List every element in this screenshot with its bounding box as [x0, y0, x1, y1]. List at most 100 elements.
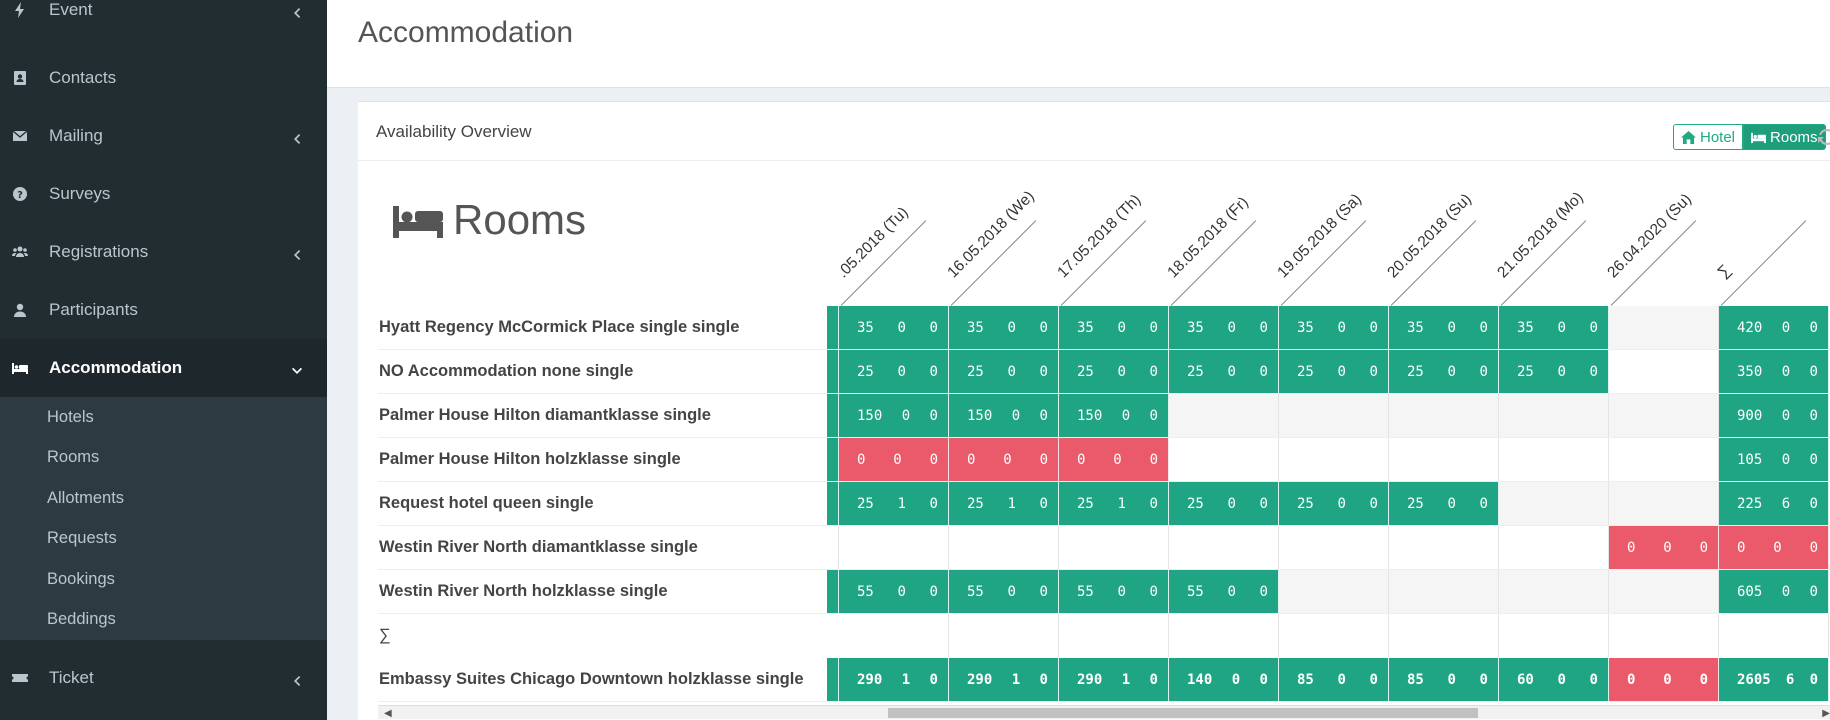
availability-cell[interactable]: 420 0 0	[1719, 306, 1829, 349]
availability-cell[interactable]: 25 0 0	[1059, 350, 1169, 393]
scroll-left-arrow[interactable]: ◀	[384, 708, 392, 719]
submenu-item-allotments[interactable]: Allotments	[47, 488, 125, 507]
submenu-item-beddings[interactable]: Beddings	[47, 610, 116, 629]
availability-cell[interactable]	[1499, 526, 1609, 569]
availability-cell[interactable]	[1279, 570, 1389, 613]
availability-cell[interactable]: 290 1 0	[949, 658, 1059, 701]
availability-cell[interactable]	[1389, 570, 1499, 613]
availability-cell[interactable]: 55 0 0	[839, 570, 949, 613]
availability-cell[interactable]: 350 0 0	[1719, 350, 1829, 393]
availability-cell[interactable]	[1279, 526, 1389, 569]
availability-cell[interactable]: 35 0 0	[949, 306, 1059, 349]
availability-cell[interactable]	[1609, 570, 1719, 613]
sum-row-cell	[1059, 614, 1169, 657]
availability-cell[interactable]: 25 0 0	[839, 350, 949, 393]
availability-cell[interactable]: 150 0 0	[1059, 394, 1169, 437]
availability-cell[interactable]: 0 0 0	[1609, 658, 1719, 701]
availability-cell[interactable]	[1389, 526, 1499, 569]
sidebar-item-participants[interactable]: Participants	[0, 281, 327, 339]
availability-cell[interactable]	[1499, 394, 1609, 437]
availability-cell[interactable]	[1609, 306, 1719, 349]
sidebar-item-accommodation[interactable]: Accommodation	[0, 339, 327, 397]
availability-cell[interactable]: 290 1 0	[839, 658, 949, 701]
sidebar-item-ticket[interactable]: Ticket	[0, 649, 327, 707]
availability-cell[interactable]: 35 0 0	[1389, 306, 1499, 349]
availability-cell[interactable]	[949, 526, 1059, 569]
availability-cell[interactable]	[1389, 394, 1499, 437]
availability-cell[interactable]	[839, 526, 949, 569]
availability-cell[interactable]: 25 1 0	[1059, 482, 1169, 525]
availability-cell[interactable]	[1609, 350, 1719, 393]
availability-cell[interactable]: 0 0 0	[1719, 526, 1829, 569]
availability-cell[interactable]	[1169, 526, 1279, 569]
availability-cell[interactable]	[1609, 394, 1719, 437]
availability-cell[interactable]: 25 1 0	[949, 482, 1059, 525]
grid-cell-partial	[827, 350, 839, 393]
sidebar-item-mailing[interactable]: Mailing	[0, 107, 327, 165]
sidebar-item-registrations[interactable]: Registrations	[0, 223, 327, 281]
availability-cell[interactable]: 35 0 0	[1169, 306, 1279, 349]
availability-cell[interactable]: 605 0 0	[1719, 570, 1829, 613]
scroll-right-arrow[interactable]: ▶	[1822, 708, 1830, 719]
availability-cell[interactable]: 85 0 0	[1389, 658, 1499, 701]
availability-cell[interactable]: 0 0 0	[949, 438, 1059, 481]
sidebar-item-surveys[interactable]: ? Surveys	[0, 165, 327, 223]
sidebar-item-contacts[interactable]: Contacts	[0, 49, 327, 107]
availability-cell[interactable]: 290 1 0	[1059, 658, 1169, 701]
availability-cell[interactable]: 25 0 0	[1169, 482, 1279, 525]
chevron-down-icon	[291, 362, 303, 374]
availability-cell[interactable]: 225 6 0	[1719, 482, 1829, 525]
submenu-item-rooms[interactable]: Rooms	[47, 448, 100, 467]
submenu-item-requests[interactable]: Requests	[47, 529, 117, 548]
horizontal-scrollbar[interactable]: ◀ ▶	[378, 705, 1830, 719]
availability-cell[interactable]: 35 0 0	[1059, 306, 1169, 349]
availability-cell[interactable]: 105 0 0	[1719, 438, 1829, 481]
availability-cell[interactable]: 900 0 0	[1719, 394, 1829, 437]
availability-cell[interactable]	[1499, 482, 1609, 525]
rooms-view-button[interactable]: Rooms	[1743, 124, 1826, 150]
availability-cell[interactable]: 25 0 0	[1389, 482, 1499, 525]
availability-cell[interactable]: 25 0 0	[1279, 350, 1389, 393]
availability-cell[interactable]: 0 0 0	[1609, 526, 1719, 569]
availability-cell[interactable]: 0 0 0	[839, 438, 949, 481]
availability-cell[interactable]: 55 0 0	[949, 570, 1059, 613]
cell-value: 0	[1227, 363, 1236, 380]
availability-cell[interactable]: 25 0 0	[1279, 482, 1389, 525]
cell-value: 0	[1557, 363, 1566, 380]
availability-cell[interactable]: 55 0 0	[1059, 570, 1169, 613]
availability-cell[interactable]	[1389, 438, 1499, 481]
availability-cell[interactable]: 0 0 0	[1059, 438, 1169, 481]
hotel-view-button[interactable]: Hotel	[1673, 124, 1744, 150]
availability-cell[interactable]: 60 0 0	[1499, 658, 1609, 701]
availability-cell[interactable]: 2605 6 0	[1719, 658, 1829, 701]
refresh-icon[interactable]	[1816, 126, 1830, 148]
availability-cell[interactable]	[1609, 482, 1719, 525]
availability-cell[interactable]: 35 0 0	[1499, 306, 1609, 349]
availability-cell[interactable]	[1499, 438, 1609, 481]
availability-cell[interactable]: 150 0 0	[949, 394, 1059, 437]
availability-cell[interactable]	[1279, 394, 1389, 437]
availability-cell[interactable]: 150 0 0	[839, 394, 949, 437]
availability-cell[interactable]: 85 0 0	[1279, 658, 1389, 701]
scroll-thumb[interactable]	[888, 708, 1478, 718]
availability-cell[interactable]: 25 0 0	[1389, 350, 1499, 393]
availability-cell[interactable]	[1609, 438, 1719, 481]
availability-cell[interactable]: 35 0 0	[839, 306, 949, 349]
submenu-item-hotels[interactable]: Hotels	[47, 407, 94, 426]
availability-cell[interactable]: 25 0 0	[1499, 350, 1609, 393]
availability-cell[interactable]	[1059, 526, 1169, 569]
availability-cell[interactable]: 35 0 0	[1279, 306, 1389, 349]
availability-cell[interactable]: 25 0 0	[949, 350, 1059, 393]
availability-cell[interactable]	[1499, 570, 1609, 613]
availability-cell[interactable]: 55 0 0	[1169, 570, 1279, 613]
availability-cell[interactable]	[1279, 438, 1389, 481]
sidebar-item-event[interactable]: Event	[0, 0, 327, 30]
availability-cell[interactable]	[1169, 438, 1279, 481]
availability-cell[interactable]: 25 1 0	[839, 482, 949, 525]
availability-cell[interactable]: 25 0 0	[1169, 350, 1279, 393]
cell-value: 0	[1781, 407, 1791, 424]
submenu-item-bookings[interactable]: Bookings	[47, 569, 115, 588]
availability-cell[interactable]	[1169, 394, 1279, 437]
availability-cell[interactable]: 140 0 0	[1169, 658, 1279, 701]
cell-value: 0	[1113, 451, 1122, 468]
